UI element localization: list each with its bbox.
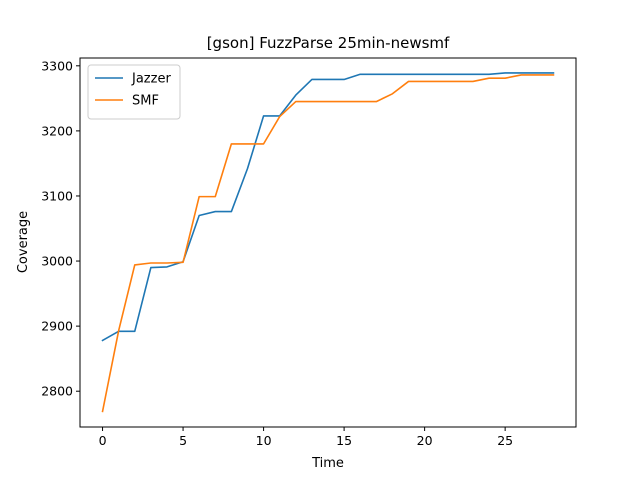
x-tick-label: 20	[417, 433, 433, 448]
chart-title: [gson] FuzzParse 25min-newsmf	[207, 34, 450, 52]
y-tick-label: 3300	[41, 58, 73, 73]
y-tick-label: 3000	[41, 254, 73, 269]
x-tick-label: 25	[497, 433, 513, 448]
series-layer	[101, 72, 555, 413]
series-line-smf	[101, 74, 555, 413]
x-axis-label: Time	[311, 456, 344, 471]
legend-label-smf: SMF	[132, 94, 159, 109]
x-tick-label: 10	[256, 433, 272, 448]
x-tick-label: 0	[99, 433, 107, 448]
series-line-jazzer	[101, 72, 555, 342]
x-tick-label: 5	[179, 433, 187, 448]
legend: Jazzer SMF	[87, 64, 181, 120]
x-tick-label: 15	[336, 433, 352, 448]
axes-frame	[79, 57, 577, 428]
legend-label-jazzer: Jazzer	[131, 72, 171, 87]
y-axis-label: Coverage	[16, 211, 31, 273]
y-tick-label: 3200	[41, 123, 73, 138]
y-tick-label: 2800	[41, 384, 73, 399]
axis-ticks: 0 5 10 15 20 25 2800 2900 3000 3100 3200 3300	[41, 58, 513, 448]
y-tick-label: 3100	[41, 188, 73, 203]
y-tick-label: 2900	[41, 319, 73, 334]
